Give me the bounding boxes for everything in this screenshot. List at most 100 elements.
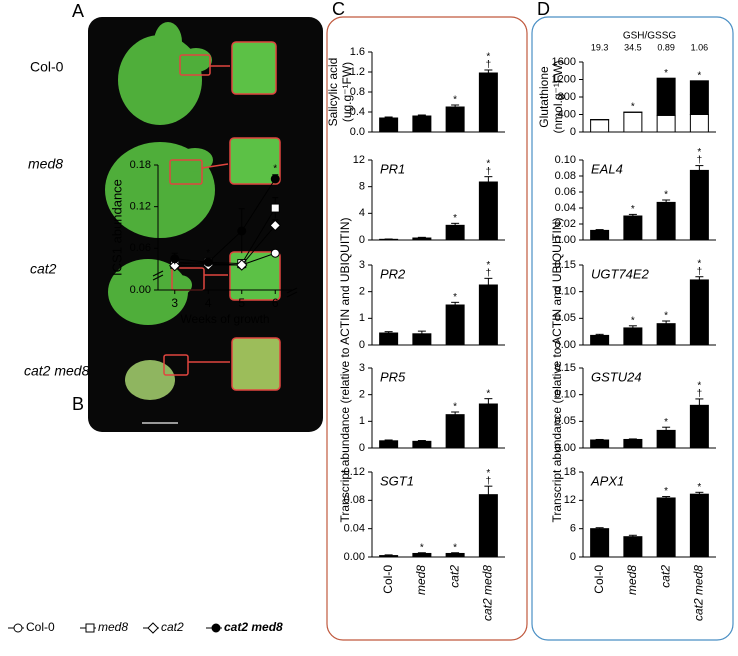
chart-title: UGT74E2	[591, 266, 650, 281]
bar	[656, 323, 676, 346]
line	[174, 178, 276, 263]
x-tick-label: 4	[205, 296, 212, 310]
y-tick-label: 0.00	[555, 234, 576, 246]
significance-mark: *	[486, 468, 490, 479]
photo-label: Col-0	[30, 59, 64, 75]
marker	[169, 259, 181, 272]
chart-title: PR5	[380, 369, 406, 384]
y-tick-label: 1.2	[350, 66, 365, 78]
y-tick-label: 0.00	[555, 339, 576, 351]
chart-title: GSH/GSSG	[623, 31, 677, 42]
bar	[379, 117, 399, 133]
bar	[412, 552, 432, 558]
x-tick-label: med8	[414, 565, 428, 595]
significance-mark: †	[697, 266, 703, 277]
y-tick-label: 0.10	[555, 286, 576, 298]
y-axis-label: Transcript abundance (relative to ACTIN …	[338, 217, 352, 522]
bar	[379, 555, 399, 558]
ratio-label: 19.3	[591, 42, 609, 52]
bar	[379, 332, 399, 346]
y-tick-label: 400	[558, 108, 576, 120]
chart-title: GSTU24	[591, 369, 642, 384]
y-tick-label: 0.8	[350, 86, 365, 98]
significance-mark: †	[697, 155, 703, 166]
line	[174, 207, 276, 265]
significance-mark: *	[453, 95, 457, 106]
photo-panel	[88, 17, 323, 432]
x-axis-label: Weeks of growth	[180, 312, 269, 326]
x-tick-label: Col-0	[592, 565, 606, 594]
bar	[590, 229, 610, 241]
bar	[478, 284, 498, 346]
y-tick-label: 0.18	[130, 159, 151, 171]
panel-label: B	[72, 394, 84, 414]
significance-mark: *	[697, 381, 701, 392]
significance-mark: †	[486, 60, 492, 71]
bar-segment	[590, 119, 610, 133]
y-axis-label: Glutathione	[537, 66, 551, 128]
y-tick-label: 0.02	[555, 218, 576, 230]
line	[174, 225, 276, 267]
y-tick-label: 2	[359, 286, 365, 298]
ratio-label: 34.5	[624, 42, 642, 52]
y-tick-label: 12	[564, 494, 576, 506]
y-tick-label: 0	[359, 339, 365, 351]
significance-mark: *	[486, 52, 490, 63]
x-tick-label: 6	[272, 296, 279, 310]
y-tick-label: 1600	[552, 56, 576, 68]
y-tick-label: 0	[570, 126, 576, 138]
bar	[656, 201, 676, 241]
bar	[445, 304, 465, 346]
ratio-label: 0.89	[657, 42, 675, 52]
bar	[590, 528, 610, 558]
y-tick-label: 0.05	[555, 415, 576, 427]
y-tick-label: 0.08	[555, 170, 576, 182]
y-tick-label: 0.00	[555, 442, 576, 454]
significance-mark: *	[206, 248, 210, 259]
y-tick-label: 0.15	[555, 259, 576, 271]
significance-mark: *	[420, 542, 424, 553]
significance-mark: *	[697, 147, 701, 158]
y-axis-label: Transcript abundance (relative to ACTIN …	[550, 217, 564, 522]
significance-mark: †	[697, 389, 703, 400]
panel-label: A	[72, 1, 84, 21]
significance-mark: *	[664, 190, 668, 201]
y-tick-label: 3	[359, 259, 365, 271]
marker	[13, 623, 23, 633]
bar	[412, 237, 432, 241]
chart-title: PR1	[380, 161, 405, 176]
bar	[412, 440, 432, 449]
y-tick-label: 0.12	[344, 466, 365, 478]
x-tick-label: med8	[625, 565, 639, 595]
bar	[689, 493, 709, 558]
y-tick-label: 1200	[552, 73, 576, 85]
bar	[412, 333, 432, 346]
y-tick-label: 0.06	[555, 186, 576, 198]
legend-label: cat2	[161, 620, 184, 634]
significance-mark: *	[664, 311, 668, 322]
y-tick-label: 0.04	[555, 202, 576, 214]
significance-mark: *	[697, 258, 701, 269]
y-tick-label: 0.10	[555, 154, 576, 166]
bar-segment	[689, 114, 709, 133]
bar	[478, 72, 498, 133]
x-tick-label: 3	[171, 296, 178, 310]
y-tick-label: 0.15	[555, 362, 576, 374]
y-tick-label: 6	[570, 523, 576, 535]
y-tick-label: 0.00	[344, 551, 365, 563]
bar	[689, 169, 709, 241]
ratio-label: 1.06	[691, 42, 709, 52]
marker	[85, 623, 95, 633]
bar	[478, 494, 498, 558]
bar	[590, 334, 610, 346]
bar	[379, 440, 399, 449]
y-axis-label: (ug.g⁻¹FW)	[340, 62, 354, 122]
legend-label: med8	[98, 620, 128, 634]
bar	[445, 224, 465, 241]
y-tick-label: 0.10	[555, 389, 576, 401]
bar	[623, 536, 643, 558]
y-tick-label: 18	[564, 466, 576, 478]
significance-mark: †	[486, 268, 492, 279]
x-tick-label: Col-0	[381, 565, 395, 594]
bar	[445, 552, 465, 558]
